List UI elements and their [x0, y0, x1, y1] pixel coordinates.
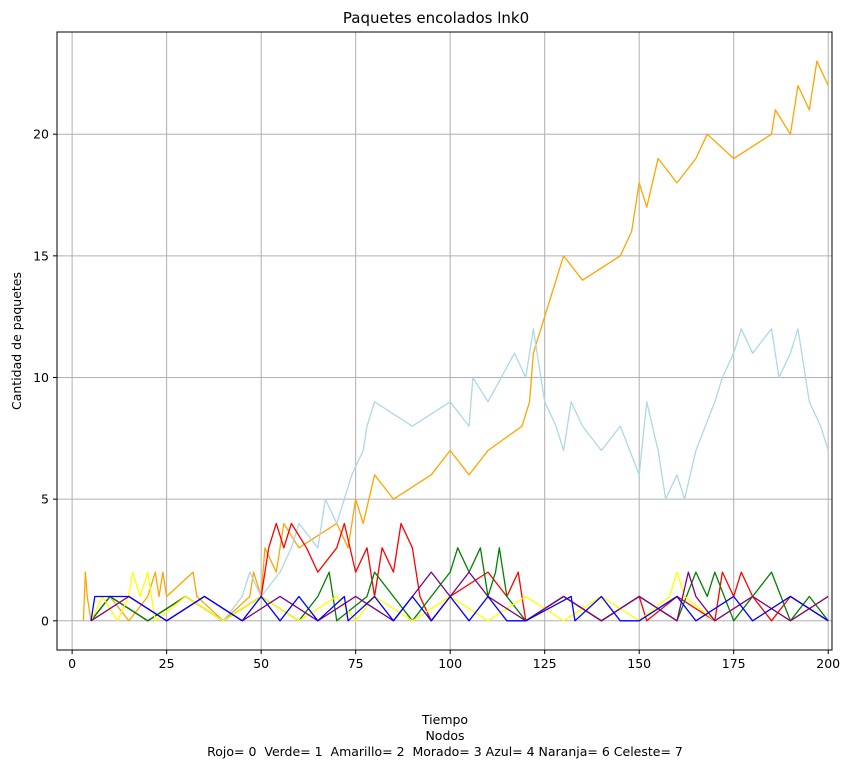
- x-tick-label: 150: [627, 656, 651, 671]
- grid: [57, 32, 832, 650]
- y-tick-label: 0: [41, 613, 49, 628]
- x-tick-label: 125: [533, 656, 557, 671]
- y-tick-label: 15: [33, 248, 49, 263]
- x-axis-label-line-1: Tiempo: [421, 712, 468, 727]
- y-axis-ticks: 0 5 10 15 20: [33, 127, 57, 628]
- plot-frame: [56, 31, 833, 651]
- series-line-0: [82, 60, 829, 622]
- x-tick-label: 75: [348, 656, 364, 671]
- y-tick-label: 10: [33, 370, 49, 385]
- x-tick-label: 50: [253, 656, 269, 671]
- x-tick-label: 175: [722, 656, 746, 671]
- series-line-6: [90, 595, 829, 622]
- y-axis-label: Cantidad de paquetes: [9, 272, 24, 410]
- series-lines: [82, 60, 829, 622]
- x-tick-label: 0: [68, 656, 76, 671]
- series-line-1: [90, 328, 829, 622]
- x-axis-ticks: 0 25 50 75 100 125 150 175 200: [68, 650, 840, 671]
- x-tick-label: 100: [438, 656, 462, 671]
- y-tick-label: 5: [41, 492, 49, 507]
- series-line-2: [90, 522, 829, 622]
- x-tick-label: 200: [816, 656, 840, 671]
- x-tick-label: 25: [159, 656, 175, 671]
- y-tick-label: 20: [33, 127, 49, 142]
- x-axis-label-line-3: Rojo= 0 Verde= 1 Amarillo= 2 Morado= 3 A…: [207, 744, 683, 759]
- chart-title: Paquetes encolados lnk0: [343, 9, 529, 27]
- x-axis-label-line-2: Nodos: [425, 728, 464, 743]
